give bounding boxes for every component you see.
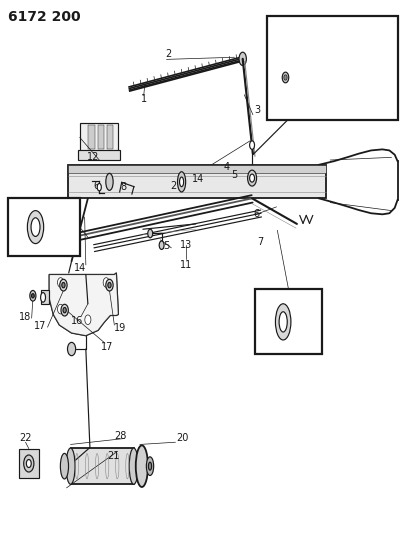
Ellipse shape [180, 177, 184, 187]
Bar [80, 123, 118, 152]
Ellipse shape [103, 278, 109, 287]
Ellipse shape [66, 448, 75, 484]
Text: 18: 18 [20, 312, 32, 322]
Text: 28: 28 [114, 431, 126, 441]
Ellipse shape [148, 229, 153, 238]
Ellipse shape [97, 183, 101, 191]
Ellipse shape [250, 174, 255, 182]
Text: 15: 15 [159, 241, 171, 251]
Bar [98, 125, 104, 149]
Text: 16: 16 [71, 316, 83, 326]
Text: 22: 22 [19, 433, 32, 443]
Text: 20: 20 [177, 433, 189, 443]
Ellipse shape [129, 448, 138, 484]
Ellipse shape [30, 290, 36, 301]
Ellipse shape [67, 342, 75, 356]
Ellipse shape [62, 282, 65, 288]
Bar [78, 150, 120, 160]
Text: 14: 14 [192, 174, 204, 184]
Ellipse shape [136, 446, 148, 487]
Text: 10: 10 [284, 328, 297, 338]
Text: 11: 11 [180, 261, 192, 270]
Polygon shape [41, 290, 49, 304]
Text: 19: 19 [114, 322, 126, 333]
Bar [67, 165, 326, 173]
Ellipse shape [106, 279, 113, 291]
Text: 13: 13 [180, 240, 192, 250]
Ellipse shape [61, 304, 68, 316]
Ellipse shape [250, 141, 255, 149]
Text: 5: 5 [231, 170, 238, 180]
Ellipse shape [282, 72, 289, 83]
Text: 9: 9 [47, 235, 53, 245]
Text: 6172 200: 6172 200 [9, 10, 81, 25]
Bar [106, 125, 113, 149]
Text: 24: 24 [352, 82, 364, 92]
Bar [67, 165, 326, 198]
Ellipse shape [279, 312, 287, 332]
Text: 1: 1 [320, 51, 326, 61]
Text: 14: 14 [73, 263, 86, 272]
Text: 6: 6 [93, 181, 99, 191]
Text: 4: 4 [223, 163, 229, 173]
Ellipse shape [149, 462, 152, 470]
Bar [267, 16, 397, 120]
Ellipse shape [58, 304, 64, 314]
Text: 7: 7 [257, 237, 263, 247]
Ellipse shape [177, 172, 186, 192]
Text: 12: 12 [87, 152, 100, 163]
Ellipse shape [27, 211, 44, 244]
Ellipse shape [248, 170, 257, 186]
Bar [88, 125, 95, 149]
Text: 3: 3 [254, 106, 260, 116]
Ellipse shape [284, 75, 287, 80]
Ellipse shape [60, 454, 69, 479]
Ellipse shape [63, 308, 66, 313]
Ellipse shape [24, 455, 34, 472]
Ellipse shape [275, 304, 291, 340]
Ellipse shape [85, 315, 91, 325]
Text: 17: 17 [34, 321, 47, 331]
Ellipse shape [41, 293, 46, 302]
Text: 21: 21 [107, 450, 120, 461]
Ellipse shape [106, 173, 113, 190]
Bar [9, 198, 80, 256]
Ellipse shape [146, 457, 154, 475]
Ellipse shape [27, 459, 31, 467]
Ellipse shape [31, 218, 40, 237]
Text: 25: 25 [274, 71, 287, 81]
Ellipse shape [159, 241, 164, 249]
Text: 27: 27 [170, 181, 182, 191]
Ellipse shape [239, 52, 246, 66]
Bar [255, 289, 322, 354]
Text: 6: 6 [253, 209, 259, 219]
Text: 26: 26 [287, 51, 299, 61]
Bar [71, 448, 134, 484]
Text: 2: 2 [165, 49, 172, 59]
Ellipse shape [60, 279, 67, 291]
Ellipse shape [31, 294, 34, 298]
Bar [19, 449, 39, 479]
Text: 23: 23 [348, 71, 361, 81]
Text: 8: 8 [120, 182, 126, 192]
Text: 17: 17 [101, 342, 113, 352]
Ellipse shape [108, 282, 111, 288]
Ellipse shape [58, 278, 64, 287]
Text: 1: 1 [141, 94, 147, 104]
Polygon shape [49, 273, 118, 336]
